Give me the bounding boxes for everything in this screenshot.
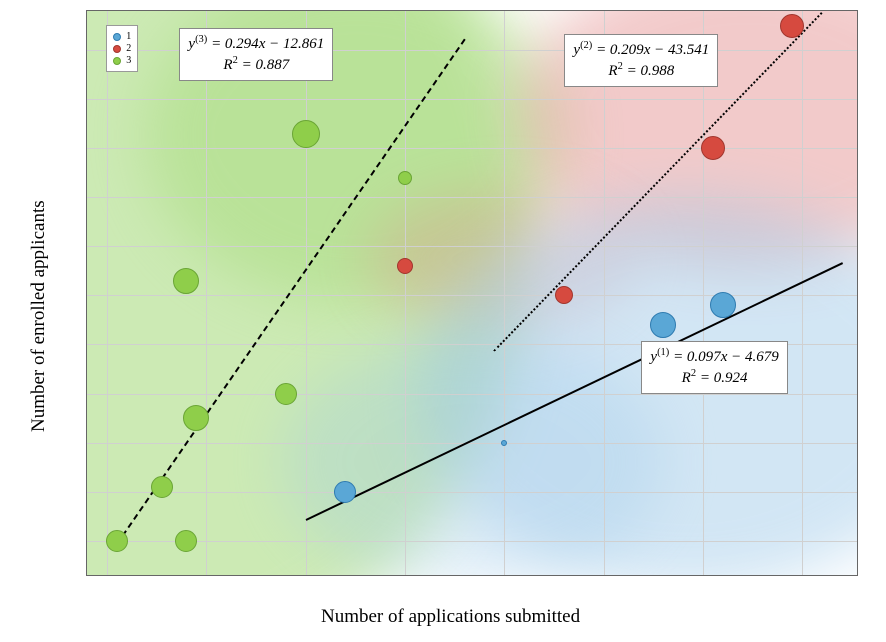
y-tick-mark xyxy=(86,148,87,149)
data-point-series-2 xyxy=(780,14,804,38)
x-axis-label: Number of applications submitted xyxy=(321,606,580,628)
gridline-vertical xyxy=(206,11,207,575)
data-point-series-3 xyxy=(175,530,197,552)
r-squared-text: R2 = 0.924 xyxy=(650,367,778,389)
data-point-series-2 xyxy=(701,136,725,160)
x-tick-mark xyxy=(802,575,803,576)
equation-text: y(1) = 0.097x − 4.679 xyxy=(650,346,778,368)
legend-item: 3 xyxy=(113,55,131,66)
legend-swatch-icon xyxy=(113,45,121,53)
gridline-vertical xyxy=(504,11,505,575)
region-blob xyxy=(418,197,858,576)
legend-label: 2 xyxy=(126,43,131,54)
y-tick-mark xyxy=(86,99,87,100)
gridline-vertical xyxy=(107,11,108,575)
data-point-series-2 xyxy=(397,258,413,274)
equation-box-series-1: y(1) = 0.097x − 4.679R2 = 0.924 xyxy=(641,341,787,394)
data-point-series-1 xyxy=(710,292,736,318)
legend-item: 2 xyxy=(113,43,131,54)
gridline-horizontal xyxy=(87,541,857,542)
data-point-series-3 xyxy=(106,530,128,552)
equation-text: y(2) = 0.209x − 43.541 xyxy=(573,39,709,61)
r-squared-text: R2 = 0.887 xyxy=(188,54,324,76)
y-tick-mark xyxy=(86,394,87,395)
legend-label: 3 xyxy=(126,55,131,66)
y-tick-mark xyxy=(86,246,87,247)
gridline-horizontal xyxy=(87,295,857,296)
scatter-regression-chart: 1002003004005006007008002030405060708090… xyxy=(0,0,886,642)
y-tick-mark xyxy=(86,295,87,296)
gridline-vertical xyxy=(604,11,605,575)
x-tick-mark xyxy=(604,575,605,576)
legend-swatch-icon xyxy=(113,57,121,65)
y-tick-mark xyxy=(86,197,87,198)
data-point-series-1 xyxy=(501,440,507,446)
equation-box-series-3: y(3) = 0.294x − 12.861R2 = 0.887 xyxy=(179,28,333,81)
legend-item: 1 xyxy=(113,31,131,42)
data-point-series-3 xyxy=(398,171,412,185)
y-axis-label: Number of enrolled applicants xyxy=(28,200,50,432)
legend-swatch-icon xyxy=(113,33,121,41)
x-tick-mark xyxy=(206,575,207,576)
x-tick-mark xyxy=(306,575,307,576)
y-tick-mark xyxy=(86,344,87,345)
gridline-vertical xyxy=(306,11,307,575)
x-tick-mark xyxy=(703,575,704,576)
gridline-horizontal xyxy=(87,492,857,493)
data-point-series-3 xyxy=(151,476,173,498)
gridline-vertical xyxy=(802,11,803,575)
x-tick-mark xyxy=(405,575,406,576)
plot-area: 1002003004005006007008002030405060708090… xyxy=(86,10,858,576)
x-tick-mark xyxy=(107,575,108,576)
r-squared-text: R2 = 0.988 xyxy=(573,60,709,82)
y-tick-mark xyxy=(86,50,87,51)
data-point-series-2 xyxy=(555,286,573,304)
y-tick-mark xyxy=(86,492,87,493)
equation-text: y(3) = 0.294x − 12.861 xyxy=(188,33,324,55)
gridline-horizontal xyxy=(87,148,857,149)
gridline-horizontal xyxy=(87,99,857,100)
y-tick-mark xyxy=(86,443,87,444)
gridline-horizontal xyxy=(87,197,857,198)
legend: 123 xyxy=(106,25,138,72)
x-tick-mark xyxy=(504,575,505,576)
equation-box-series-2: y(2) = 0.209x − 43.541R2 = 0.988 xyxy=(564,34,718,87)
data-point-series-3 xyxy=(173,268,199,294)
data-point-series-1 xyxy=(334,481,356,503)
gridline-horizontal xyxy=(87,443,857,444)
data-point-series-3 xyxy=(183,405,209,431)
gridline-vertical xyxy=(405,11,406,575)
y-tick-mark xyxy=(86,541,87,542)
data-point-series-3 xyxy=(275,383,297,405)
legend-label: 1 xyxy=(126,31,131,42)
gridline-vertical xyxy=(703,11,704,575)
data-point-series-3 xyxy=(292,120,320,148)
data-point-series-1 xyxy=(650,312,676,338)
gridline-horizontal xyxy=(87,246,857,247)
